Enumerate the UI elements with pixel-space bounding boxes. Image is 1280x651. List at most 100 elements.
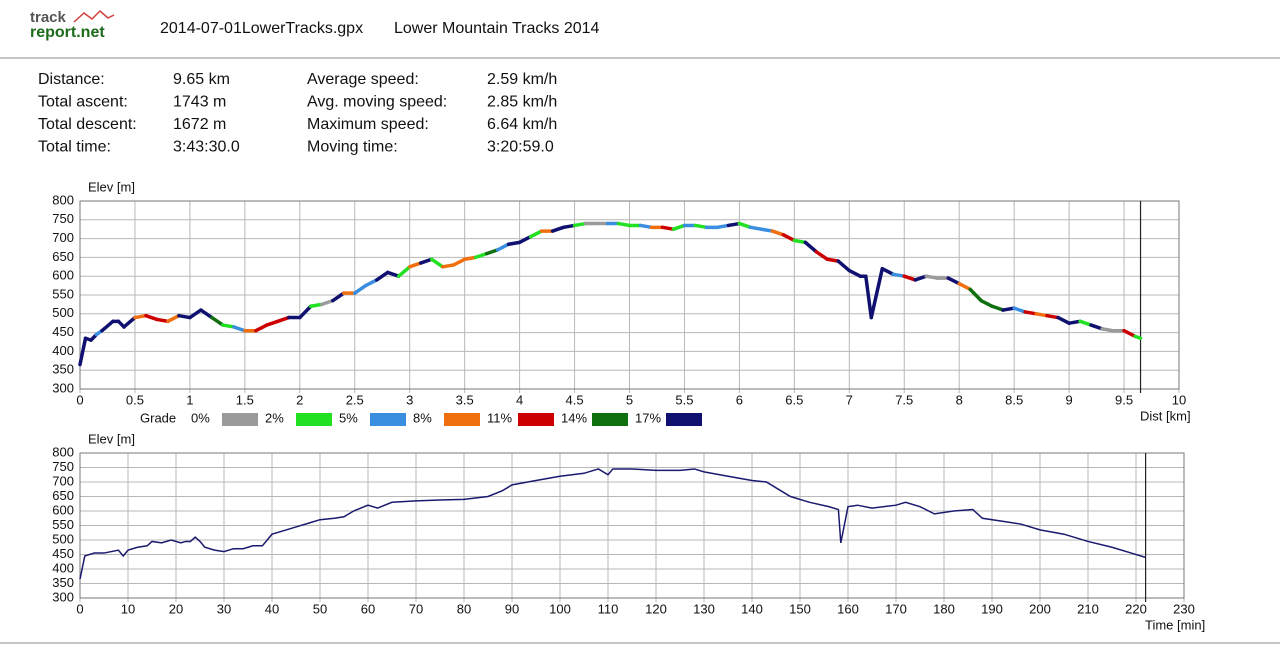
legend-swatch (296, 413, 332, 426)
y-tick-label: 300 (52, 380, 74, 395)
x-tick-label: 90 (505, 601, 519, 616)
y-tick-label: 500 (52, 531, 74, 546)
grade-segment (100, 319, 115, 333)
stat-value: 1672 m (173, 116, 226, 133)
grade-segment (737, 221, 753, 230)
grade-segment (221, 323, 236, 329)
grade-segment (78, 336, 88, 367)
grade-segment (1012, 306, 1027, 314)
legend-swatch (518, 413, 554, 426)
y-tick-label: 400 (52, 343, 74, 358)
grade-segment (924, 274, 939, 280)
logo-bottom: report.net (30, 24, 105, 41)
x-tick-label: 8 (956, 392, 963, 407)
grade-segment (869, 266, 885, 320)
grade-segment (880, 266, 896, 277)
grade-segment (957, 281, 972, 292)
x-tick-label: 210 (1077, 601, 1099, 616)
stat-label: Total ascent: (38, 94, 128, 111)
grade-segment (715, 223, 731, 230)
grade-segment (572, 221, 588, 228)
x-tick-label: 10 (1172, 392, 1186, 407)
x-tick-label: 3 (406, 392, 413, 407)
legend-swatch (592, 413, 628, 426)
y-tick-label: 700 (52, 473, 74, 488)
grade-segment (1100, 327, 1115, 333)
y-tick-label: 350 (52, 575, 74, 590)
x-tick-label: 9 (1065, 392, 1072, 407)
stat-label: Moving time: (307, 139, 398, 156)
x-tick-label: 7 (846, 392, 853, 407)
grade-segment (792, 238, 808, 245)
x-tick-label: 6 (736, 392, 743, 407)
grade-segment (1133, 334, 1143, 340)
x-tick-label: 0.5 (126, 392, 144, 407)
grade-segment (1023, 310, 1038, 316)
grade-segment (363, 278, 379, 288)
stat-label: Distance: (38, 71, 105, 88)
x-tick-label: 10 (121, 601, 135, 616)
y-axis-title: Elev [m] (88, 431, 135, 446)
grade-segment (298, 304, 313, 320)
stat-label: Total descent: (38, 116, 137, 133)
y-axis-title: Elev [m] (88, 179, 135, 194)
x-tick-label: 5.5 (675, 392, 693, 407)
logo-top: track (30, 9, 67, 26)
y-tick-label: 800 (52, 192, 74, 207)
x-tick-label: 1 (186, 392, 193, 407)
grade-segment (1045, 313, 1060, 320)
x-tick-label: 150 (789, 601, 811, 616)
y-tick-label: 450 (52, 546, 74, 561)
x-tick-label: 100 (549, 601, 571, 616)
x-tick-label: 160 (837, 601, 859, 616)
grade-segment (407, 261, 423, 269)
grade-segment (891, 272, 906, 278)
x-tick-label: 2 (296, 392, 303, 407)
grade-segment (188, 308, 203, 320)
stat-label: Total time: (38, 139, 111, 156)
legend-title: Grade (140, 410, 176, 425)
x-tick-label: 190 (981, 601, 1003, 616)
grade-segment (902, 274, 917, 282)
y-tick-label: 750 (52, 459, 74, 474)
x-tick-label: 0 (76, 392, 83, 407)
grade-segment (276, 315, 291, 324)
x-tick-label: 200 (1029, 601, 1051, 616)
grade-segment (979, 298, 994, 309)
y-tick-label: 350 (52, 362, 74, 377)
grade-segment (1001, 306, 1016, 312)
grade-segment (232, 325, 247, 333)
x-tick-label: 1.5 (236, 392, 254, 407)
x-tick-label: 4 (516, 392, 523, 407)
grade-segment (495, 242, 511, 252)
grade-segment (1078, 319, 1093, 327)
legend-label: 2% (265, 410, 284, 425)
grade-segment (1122, 328, 1137, 339)
x-tick-label: 7.5 (895, 392, 913, 407)
grade-segment (847, 268, 863, 278)
grade-segment (726, 221, 742, 228)
legend-label: 0% (191, 410, 210, 425)
x-tick-label: 9.5 (1115, 392, 1133, 407)
y-tick-label: 800 (52, 444, 74, 459)
grade-segment (353, 283, 368, 295)
grade-segment (825, 257, 841, 263)
grade-segment (396, 265, 412, 278)
grade-segment (166, 313, 181, 324)
legend-label: 5% (339, 410, 358, 425)
y-tick-label: 600 (52, 502, 74, 517)
grade-segment (1056, 315, 1071, 325)
grade-segment (781, 233, 797, 243)
grade-segment (265, 319, 280, 327)
grade-segment (462, 255, 478, 262)
x-tick-label: 50 (313, 601, 327, 616)
grade-segment (660, 225, 676, 231)
plot-frame (79, 200, 1180, 390)
grade-segment (693, 223, 709, 230)
grade-segment (638, 223, 654, 230)
grade-segment (473, 251, 489, 260)
y-tick-label: 700 (52, 230, 74, 245)
x-tick-label: 4.5 (566, 392, 584, 407)
y-tick-label: 550 (52, 517, 74, 532)
